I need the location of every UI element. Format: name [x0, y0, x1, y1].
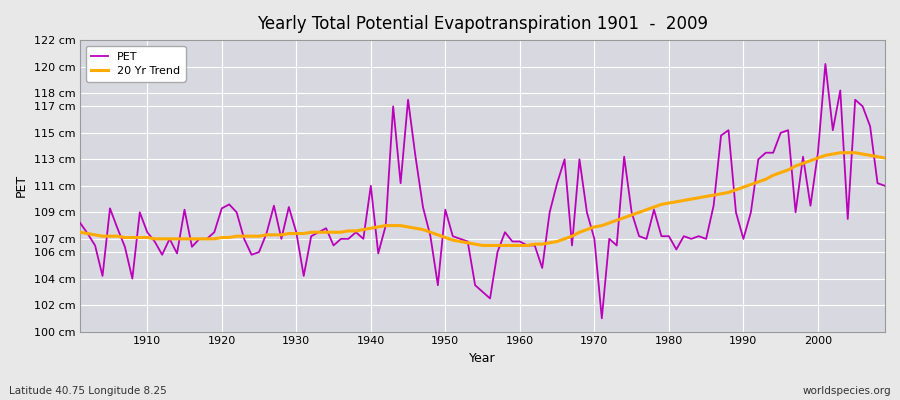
20 Yr Trend	[298, 231, 309, 236]
Y-axis label: PET: PET	[15, 174, 28, 198]
Text: worldspecies.org: worldspecies.org	[803, 386, 891, 396]
X-axis label: Year: Year	[469, 352, 496, 365]
20 Yr Trend	[343, 228, 354, 233]
20 Yr Trend	[879, 156, 890, 160]
20 Yr Trend	[611, 218, 622, 223]
Title: Yearly Total Potential Evapotranspiration 1901  -  2009: Yearly Total Potential Evapotranspiratio…	[257, 15, 708, 33]
20 Yr Trend	[75, 230, 86, 235]
PET	[75, 220, 86, 225]
PET	[597, 316, 608, 321]
20 Yr Trend	[477, 243, 488, 248]
20 Yr Trend	[134, 235, 145, 240]
PET	[879, 184, 890, 188]
PET	[611, 243, 622, 248]
PET	[515, 239, 526, 244]
20 Yr Trend	[835, 150, 846, 155]
PET	[298, 274, 309, 278]
Line: PET: PET	[80, 64, 885, 318]
Line: 20 Yr Trend: 20 Yr Trend	[80, 153, 885, 246]
PET	[507, 239, 517, 244]
PET	[134, 210, 145, 215]
PET	[343, 236, 354, 241]
Legend: PET, 20 Yr Trend: PET, 20 Yr Trend	[86, 46, 185, 82]
20 Yr Trend	[515, 243, 526, 248]
20 Yr Trend	[522, 243, 533, 248]
PET	[820, 62, 831, 66]
Text: Latitude 40.75 Longitude 8.25: Latitude 40.75 Longitude 8.25	[9, 386, 166, 396]
